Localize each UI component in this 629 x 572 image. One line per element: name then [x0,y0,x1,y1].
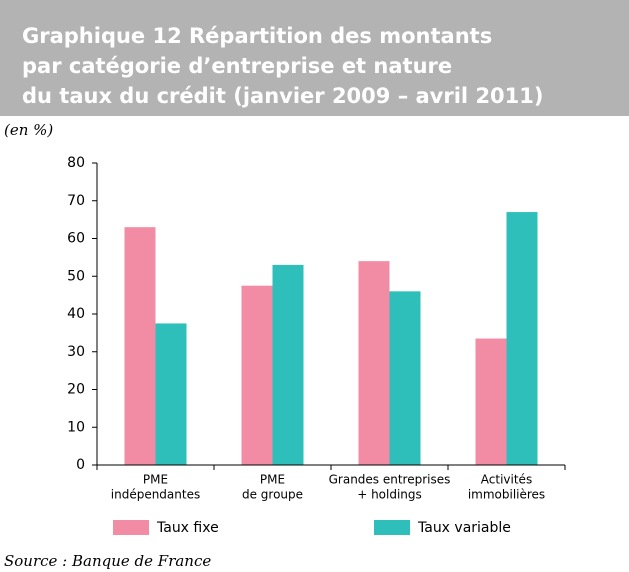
y-tick-label: 20 [67,382,85,398]
legend-swatch [374,520,410,535]
bar [475,338,507,465]
bar [506,212,538,465]
legend-swatch [113,520,149,535]
legend-label: Taux variable [417,520,511,536]
subtitle: (en %) [4,121,53,139]
bar [272,264,304,465]
bar [155,323,187,465]
chart-title: Graphique 12 Répartition des montants [22,24,492,48]
y-tick-label: 70 [67,193,85,209]
x-tick-label: PME [143,473,168,487]
bar [124,227,156,465]
y-tick-label: 40 [67,306,85,322]
bar [241,285,273,465]
y-tick-label: 30 [67,344,85,360]
y-tick-label: 10 [67,419,85,435]
y-tick-label: 0 [76,457,85,473]
bar [358,261,390,465]
chart-title: par catégorie d’entreprise et nature [22,54,452,78]
x-tick-label: PME [260,473,285,487]
x-tick-label: Grandes entreprises [329,473,451,487]
y-tick-label: 80 [67,155,85,171]
chart-title: du taux du crédit (janvier 2009 – avril … [22,84,543,108]
x-tick-label: indépendantes [111,488,200,502]
title-banner [0,0,629,116]
legend-label: Taux fixe [156,520,219,536]
x-tick-label: Activités [481,473,532,487]
x-tick-label: + holdings [357,488,422,502]
x-tick-label: immobilières [468,488,545,502]
y-tick-label: 50 [67,268,85,284]
source: Source : Banque de France [4,552,211,570]
y-tick-label: 60 [67,231,85,247]
bar [389,291,421,465]
x-tick-label: de groupe [242,488,303,502]
